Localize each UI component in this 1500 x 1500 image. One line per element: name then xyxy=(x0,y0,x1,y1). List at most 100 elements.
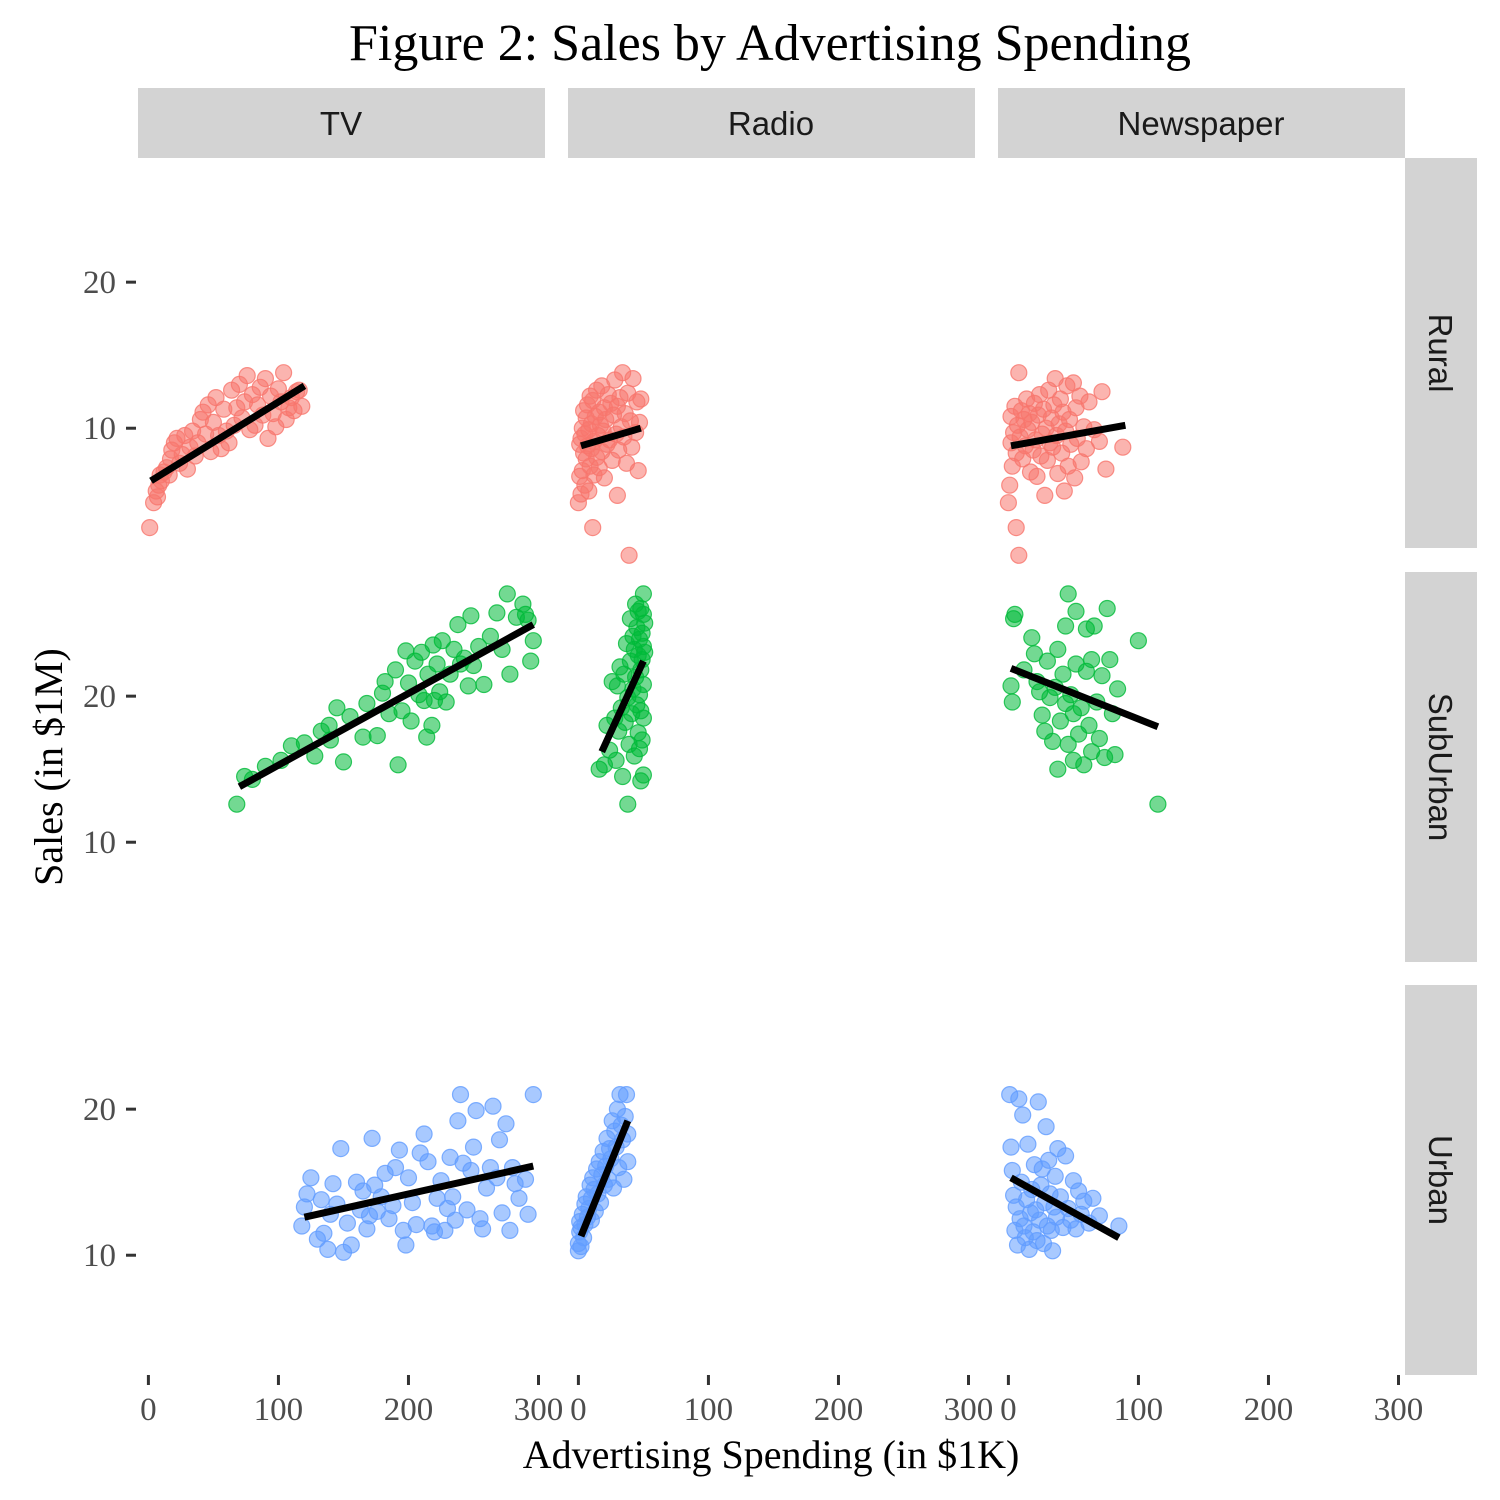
x-axis-title: Advertising Spending (in $1K) xyxy=(523,1432,1020,1477)
data-point xyxy=(620,546,638,564)
data-point xyxy=(1077,440,1096,458)
data-point xyxy=(634,709,653,727)
data-point xyxy=(1029,1093,1047,1111)
data-point xyxy=(1056,1147,1075,1165)
data-point xyxy=(524,632,542,650)
data-point xyxy=(632,390,650,408)
x-tick-label-newspaper-100: 100 xyxy=(1114,1392,1164,1428)
data-point xyxy=(464,1138,483,1156)
fit-line-rural-radio xyxy=(580,424,642,450)
data-point xyxy=(1059,735,1077,754)
data-point xyxy=(302,1169,320,1187)
y-tick-label-suburban-20: 20 xyxy=(83,679,116,715)
panel-rural-radio xyxy=(569,364,650,564)
data-point xyxy=(399,1169,418,1187)
data-point xyxy=(397,1236,415,1254)
data-point xyxy=(1002,1138,1020,1156)
data-point xyxy=(501,665,519,683)
data-point xyxy=(1028,467,1046,485)
data-point xyxy=(613,767,632,786)
y-tick-label-rural-20: 20 xyxy=(83,265,116,301)
data-point xyxy=(1010,546,1028,564)
data-point xyxy=(524,1085,542,1104)
data-point xyxy=(1007,518,1025,537)
x-tick-label-radio-300: 300 xyxy=(944,1392,994,1428)
strip-label-rural: Rural xyxy=(1422,314,1459,393)
data-point xyxy=(634,585,653,603)
data-point xyxy=(1054,665,1072,683)
y-tick-label-urban-20: 20 xyxy=(83,1092,116,1128)
x-tick-label-tv-100: 100 xyxy=(254,1392,304,1428)
data-point xyxy=(423,716,441,735)
data-point xyxy=(1043,732,1062,751)
data-point xyxy=(141,518,159,537)
data-point xyxy=(519,1205,537,1223)
data-point xyxy=(1051,712,1070,730)
data-point xyxy=(293,397,311,415)
data-point xyxy=(522,652,540,670)
data-point xyxy=(354,728,372,746)
fit-line-urban-newspaper xyxy=(1009,1174,1121,1241)
data-point xyxy=(1108,680,1127,698)
data-point xyxy=(634,766,653,784)
data-point xyxy=(1040,1151,1058,1169)
data-point xyxy=(386,661,405,679)
data-point xyxy=(636,643,654,661)
data-point xyxy=(1082,650,1101,669)
chart-title: Figure 2: Sales by Advertising Spending xyxy=(349,15,1191,72)
fit-line-suburban-newspaper xyxy=(1009,665,1160,731)
data-point xyxy=(293,1217,311,1235)
panel-suburban-radio xyxy=(590,585,654,813)
y-tick-label-rural-10: 10 xyxy=(83,411,116,447)
data-point xyxy=(1036,486,1054,504)
data-point xyxy=(1090,432,1109,450)
data-point xyxy=(1098,599,1116,618)
data-point xyxy=(389,756,407,774)
data-point xyxy=(1049,760,1067,778)
data-point xyxy=(501,1221,519,1240)
data-point xyxy=(451,1085,470,1104)
data-point xyxy=(444,1188,462,1206)
data-point xyxy=(510,1189,528,1207)
data-point xyxy=(999,494,1018,512)
data-point xyxy=(1002,677,1020,695)
panel-rural-newspaper xyxy=(999,364,1132,564)
strip-label-tv: TV xyxy=(320,105,362,142)
data-point xyxy=(467,1101,485,1120)
data-point xyxy=(319,1240,337,1259)
data-point xyxy=(1056,617,1075,635)
panel-urban-radio xyxy=(569,1085,637,1260)
data-point xyxy=(629,462,647,480)
data-point xyxy=(1106,745,1124,764)
data-point xyxy=(1093,667,1111,685)
data-point xyxy=(1097,460,1115,478)
strip-rural-background xyxy=(1405,158,1477,548)
data-point xyxy=(1093,383,1111,401)
data-point xyxy=(338,1214,356,1232)
data-point xyxy=(275,364,293,382)
data-point xyxy=(433,632,451,650)
data-point xyxy=(363,1129,381,1148)
y-axis-title: Sales (in $1M) xyxy=(26,648,71,886)
data-point xyxy=(449,615,467,634)
data-point xyxy=(238,367,256,385)
data-point xyxy=(1037,1118,1055,1136)
data-point xyxy=(436,1221,454,1240)
fit-line-rural-tv xyxy=(149,382,307,484)
data-point xyxy=(312,1191,330,1209)
data-point xyxy=(1003,693,1021,711)
data-point xyxy=(459,677,477,695)
data-point xyxy=(334,753,353,771)
data-point xyxy=(493,1204,511,1222)
data-point xyxy=(256,370,274,388)
data-point xyxy=(484,1097,502,1115)
data-point xyxy=(1025,645,1044,663)
data-point xyxy=(428,655,446,673)
x-tick-label-radio-200: 200 xyxy=(814,1392,864,1428)
data-point xyxy=(580,482,598,500)
data-point xyxy=(1066,469,1084,487)
data-point xyxy=(390,1141,408,1159)
data-point xyxy=(1101,650,1119,669)
data-point xyxy=(1149,795,1167,813)
data-point xyxy=(607,751,625,770)
